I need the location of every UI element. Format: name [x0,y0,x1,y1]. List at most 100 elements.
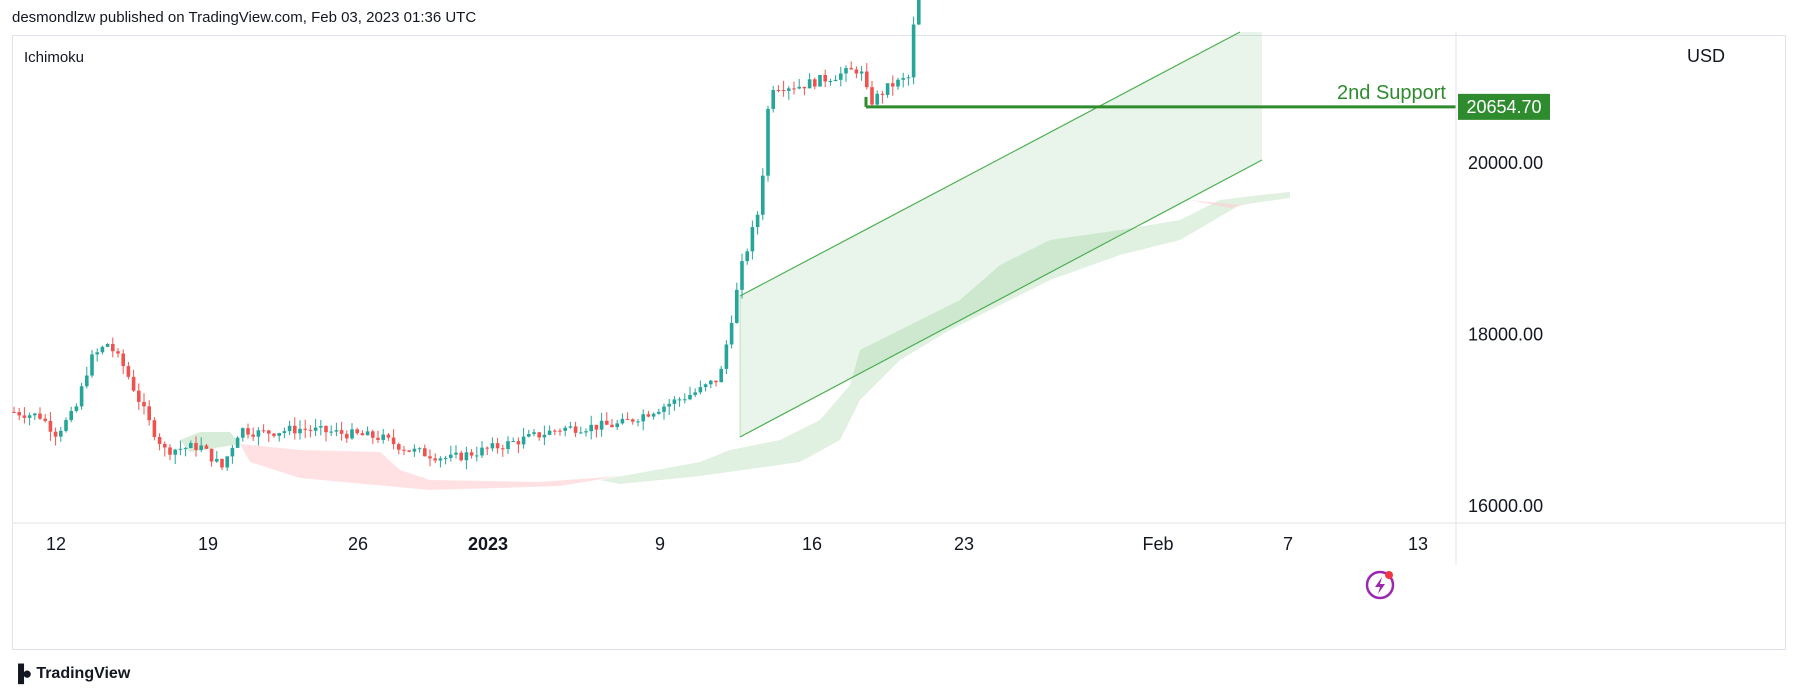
candle-body [407,450,411,452]
candle-body [412,448,417,452]
candle-body [527,433,531,437]
candle-body [844,68,848,74]
candle-body [781,90,786,92]
candle-body [605,420,609,425]
candle-body [365,431,370,436]
candle-body [163,443,167,448]
level-price-badge [1458,93,1550,120]
candle-body [225,456,229,468]
candle-body [885,83,890,95]
candle-body [854,69,859,74]
candle-body [43,418,47,421]
y-tick-label: 22000.00 [1468,0,1543,2]
channel-lower-line [739,159,1263,438]
ichimoku-cloud [180,192,1290,490]
candle-body [33,413,37,416]
candle-body [298,428,302,434]
candle-body [209,448,214,462]
candle-body [287,425,292,432]
candle-body [771,90,775,109]
lightning-icon[interactable] [1365,570,1395,600]
candle-body [620,418,625,424]
candle-body [204,445,209,449]
tradingview-logo[interactable]: ▐● TradingView [12,664,130,684]
candle-body [277,433,281,436]
candle-body [766,108,770,176]
y-tick-label: 20000.00 [1468,153,1543,173]
candle-body [584,431,588,433]
candle-body [79,386,84,407]
candle-body [464,452,469,461]
candle-body [714,380,718,383]
candle-body [459,452,463,461]
candle-body [495,443,500,449]
candle-body [880,93,885,95]
cloud-segment [240,444,620,490]
candle-body [594,424,599,430]
candle-body [719,368,723,383]
candle-body [69,410,73,421]
candle-body [911,24,916,78]
candle-body [371,431,375,438]
candle-body [859,71,864,74]
candle-body [651,413,656,417]
candle-body [558,430,562,432]
candle-body [116,351,120,354]
candle-body [641,414,645,422]
candle-body [168,447,172,455]
candle-body [324,426,328,433]
candle-body [137,390,141,402]
candle-body [828,81,833,83]
candle-body [183,448,188,450]
axes: 26000.0022000.0020000.0018000.0016000.00… [12,0,1786,565]
candle-body [490,443,495,449]
candle-body [381,434,385,440]
candle-body [896,79,900,87]
candle-body [417,448,422,450]
candle-body [787,88,791,91]
candle-body [677,399,682,401]
candle-body [761,175,765,215]
candle-body [703,384,708,388]
candle-body [511,441,515,443]
candle-body [313,427,318,431]
x-tick-label: 26 [348,534,368,554]
candle-body [329,431,333,433]
candle-body [391,437,396,445]
candle-body [683,399,687,401]
candle-body [797,86,801,89]
candle-body [235,437,240,448]
candle-body [735,289,739,323]
candle-body [194,443,198,451]
y-tick-label: 18000.00 [1468,325,1543,345]
cloud-segment [1190,200,1260,208]
level-price-label: 20654.70 [1466,97,1541,117]
candle-body [220,458,224,468]
candle-body [53,431,58,437]
candle-body [532,432,536,434]
candle-body [449,454,453,458]
candle-body [90,354,94,376]
candle-body [199,445,203,451]
candle-body [755,214,760,228]
candle-body [360,433,365,436]
candle-body [688,394,692,400]
candle-body [745,251,749,262]
candle-body [698,387,703,393]
candle-body [615,423,619,428]
candle-body [272,433,276,436]
channel-upper-line [739,31,1241,297]
candle-body [870,87,874,105]
candle-body [563,427,567,431]
candle-body [64,420,68,431]
candle-body [48,420,53,432]
candle-body [589,424,593,432]
candle-body [17,412,21,416]
chart-frame[interactable] [12,35,1786,650]
candle-body [469,452,474,456]
candle-body [428,456,432,459]
candle-body [776,90,781,92]
indicator-label[interactable]: Ichimoku [24,49,84,66]
candle-body [443,457,448,459]
